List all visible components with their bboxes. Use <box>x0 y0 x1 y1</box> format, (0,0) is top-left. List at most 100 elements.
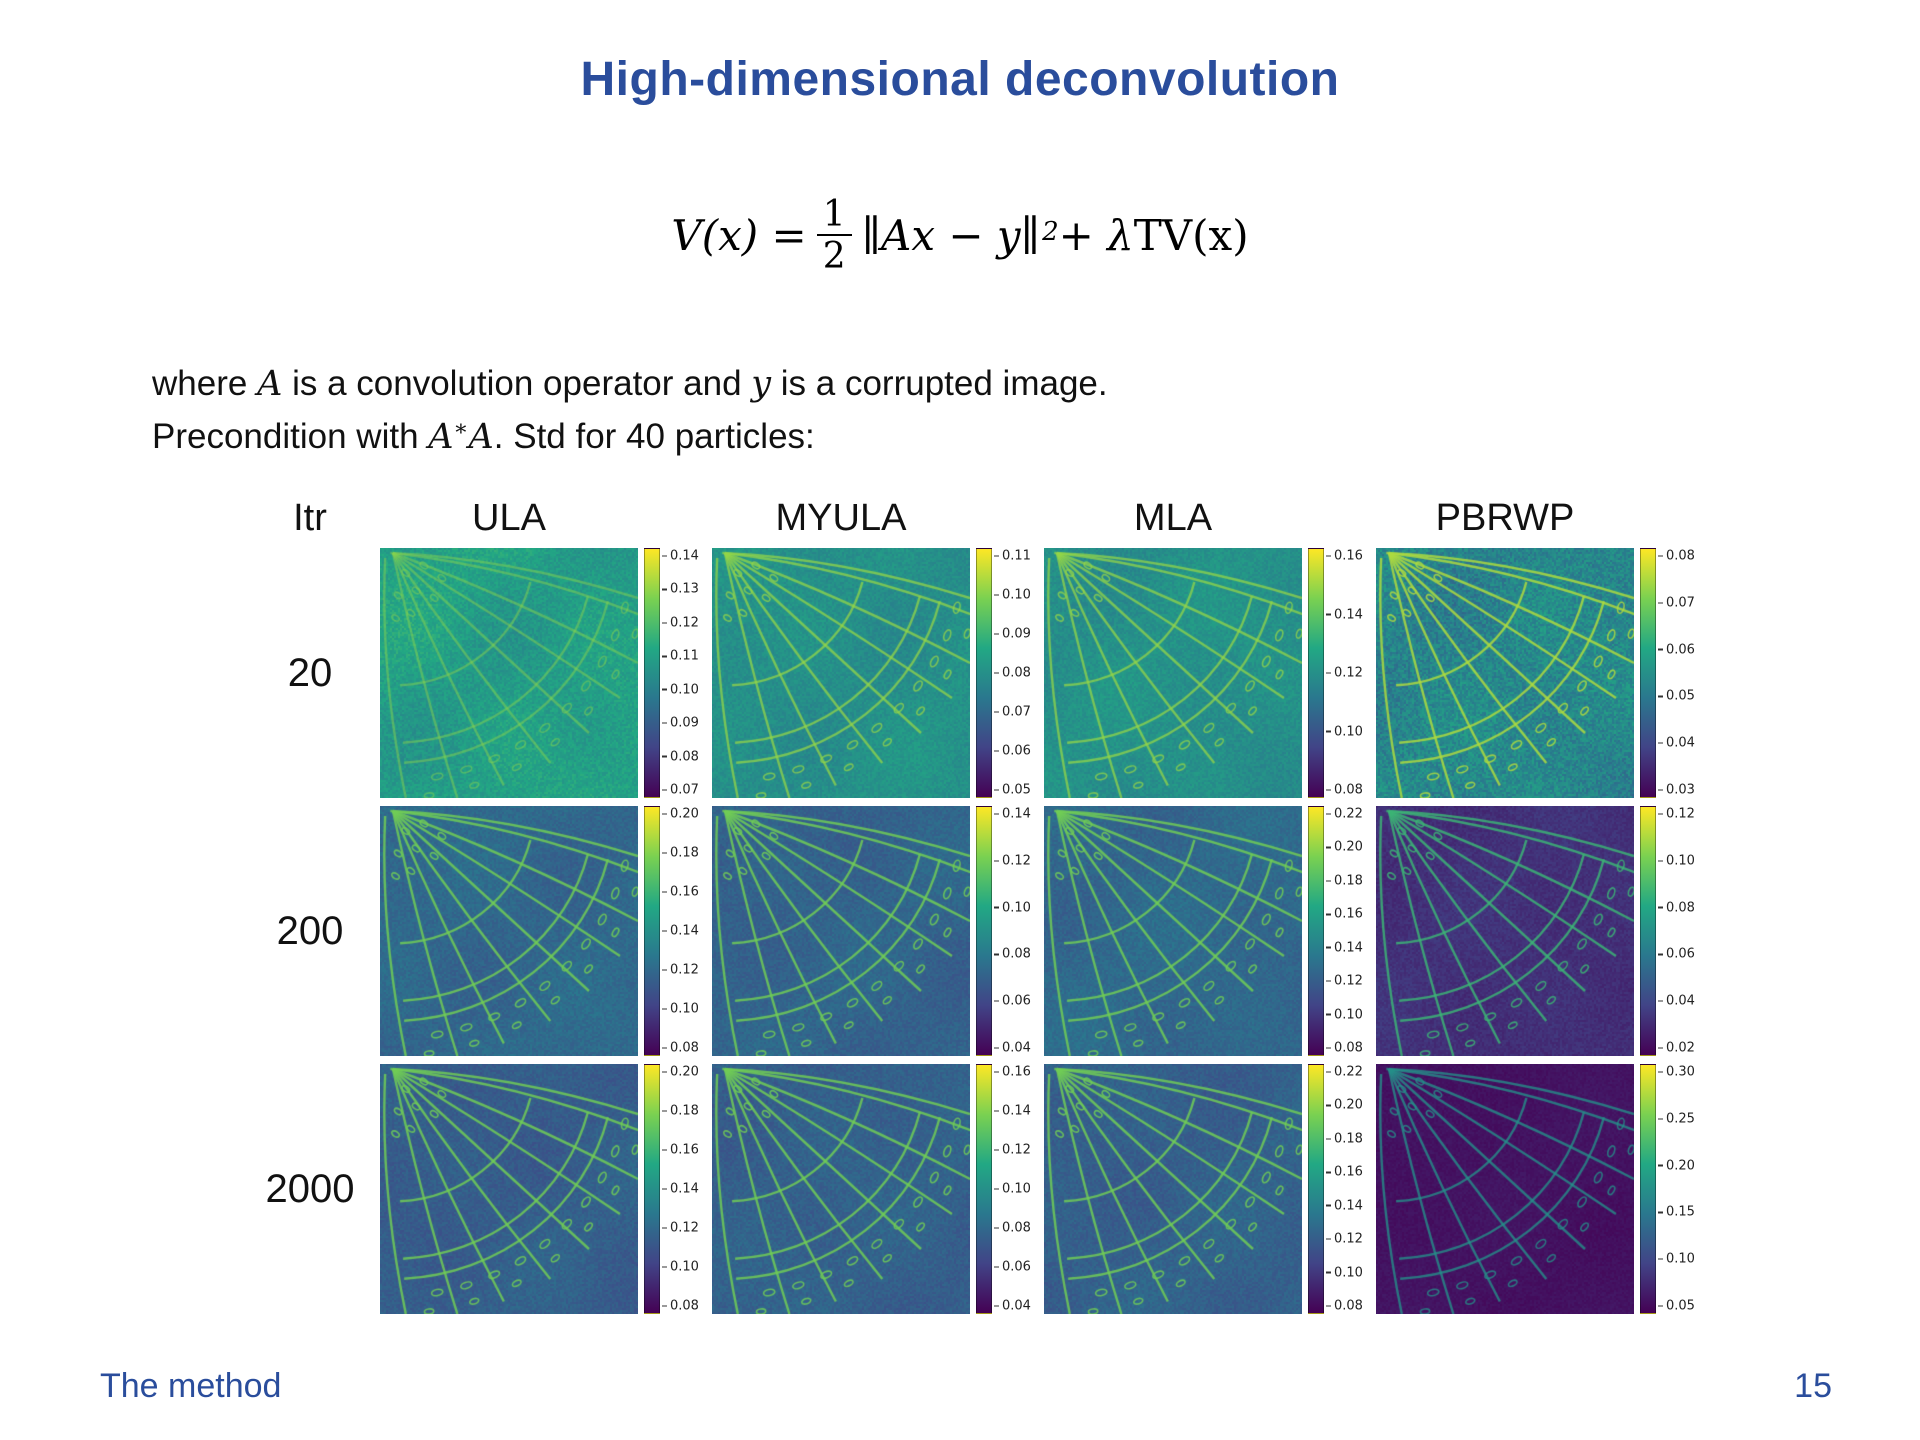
body-var-y: y <box>751 364 771 404</box>
colorbar-ticks-mla-itr200: 0.22 0.20 0.18 0.16 0.14 0.12 0.10 0.08 <box>1324 806 1376 1056</box>
colorbar-tick-label: 0.14 <box>1326 607 1363 622</box>
std-image-ula-itr20 <box>380 548 638 798</box>
colorbar-ticks-pbrwp-itr200: 0.12 0.10 0.08 0.06 0.04 0.02 <box>1656 806 1708 1056</box>
colorbar-tick-label: 0.10 <box>1326 1265 1363 1280</box>
colorbar-tick-label: 0.20 <box>1658 1158 1695 1173</box>
std-image-myula-itr2000 <box>712 1064 970 1314</box>
colorbar-tick-label: 0.10 <box>994 588 1031 603</box>
colorbar-ticks-myula-itr20: 0.11 0.10 0.09 0.08 0.07 0.06 0.05 <box>992 548 1044 798</box>
colorbar-tick-label: 0.08 <box>662 749 699 764</box>
colorbar-tick-label: 0.20 <box>662 807 699 822</box>
colorbar-tick-label: 0.07 <box>662 783 699 798</box>
formula-exponent: 2 <box>1042 217 1059 247</box>
body-var-star: ∗ <box>454 416 469 441</box>
colorbar-pbrwp-itr2000 <box>1640 1064 1656 1314</box>
colorbar-tick-label: 0.16 <box>1326 907 1363 922</box>
row-label-200: 200 <box>240 806 380 1056</box>
column-header-ula: ULA <box>380 497 712 540</box>
grid-row-itr-2000: 2000 0.20 0.18 0.16 0.14 0.12 0.10 0.08 0.16 0.14… <box>240 1064 1708 1314</box>
colorbar-tick-label: 0.08 <box>1326 1041 1363 1056</box>
colorbar-tick-label: 0.08 <box>1326 1299 1363 1314</box>
column-header-label: PBRWP <box>1376 497 1634 540</box>
row-label-20: 20 <box>240 548 380 798</box>
colorbar-tick-label: 0.07 <box>1658 595 1695 610</box>
colorbar-tick-label: 0.05 <box>1658 689 1695 704</box>
colorbar-tick-label: 0.06 <box>994 744 1031 759</box>
colorbar-ula-itr200 <box>644 806 660 1056</box>
fraction-denominator: 2 <box>817 234 852 276</box>
colorbar-tick-label: 0.16 <box>662 1143 699 1158</box>
body-text: where A is a convolution operator and y … <box>152 358 1108 463</box>
colorbar-mla-itr2000 <box>1308 1064 1324 1314</box>
colorbar-tick-label: 0.14 <box>1326 940 1363 955</box>
colorbar-tick-label: 0.05 <box>994 783 1031 798</box>
colorbar-tick-label: 0.10 <box>662 1002 699 1017</box>
colorbar-tick-label: 0.08 <box>662 1299 699 1314</box>
colorbar-tick-label: 0.12 <box>994 853 1031 868</box>
colorbar-tick-label: 0.04 <box>994 1041 1031 1056</box>
colorbar-tick-label: 0.12 <box>1658 807 1695 822</box>
colorbar-ula-itr20 <box>644 548 660 798</box>
column-header-mla: MLA <box>1044 497 1376 540</box>
colorbar-tick-label: 0.15 <box>1658 1205 1695 1220</box>
body-line2-text: Precondition with <box>152 417 428 456</box>
body-var-A3: A <box>469 417 494 457</box>
colorbar-tick-label: 0.25 <box>1658 1111 1695 1126</box>
grid-header-row: Itr ULA MYULA MLA PBRWP <box>240 492 1708 544</box>
std-panel-pbrwp-itr20: 0.08 0.07 0.06 0.05 0.04 0.03 <box>1376 548 1708 798</box>
colorbar-tick-label: 0.18 <box>1326 873 1363 888</box>
std-image-mla-itr2000 <box>1044 1064 1302 1314</box>
colorbar-tick-label: 0.03 <box>1658 783 1695 798</box>
formula-norm: ∥Ax − y∥ <box>862 211 1040 260</box>
colorbar-tick-label: 0.14 <box>1326 1198 1363 1213</box>
colorbar-tick-label: 0.10 <box>1658 1252 1695 1267</box>
std-panel-myula-itr2000: 0.16 0.14 0.12 0.10 0.08 0.06 0.04 <box>712 1064 1044 1314</box>
body-line1-text: where <box>152 364 257 403</box>
std-image-mla-itr200 <box>1044 806 1302 1056</box>
colorbar-tick-label: 0.08 <box>1658 549 1695 564</box>
footer-section-label: The method <box>100 1367 281 1406</box>
colorbar-tick-label: 0.22 <box>1326 807 1363 822</box>
colorbar-pbrwp-itr20 <box>1640 548 1656 798</box>
colorbar-tick-label: 0.12 <box>1326 974 1363 989</box>
colorbar-tick-label: 0.08 <box>1658 900 1695 915</box>
std-panel-myula-itr20: 0.11 0.10 0.09 0.08 0.07 0.06 0.05 <box>712 548 1044 798</box>
colorbar-tick-label: 0.20 <box>662 1065 699 1080</box>
colorbar-tick-label: 0.30 <box>1658 1065 1695 1080</box>
page-number: 15 <box>1794 1367 1832 1406</box>
colorbar-tick-label: 0.14 <box>662 549 699 564</box>
colorbar-tick-label: 0.10 <box>662 682 699 697</box>
colorbar-tick-label: 0.12 <box>1326 666 1363 681</box>
colorbar-tick-label: 0.14 <box>662 924 699 939</box>
formula: V(x) = 1 2 ∥Ax − y∥ 2 + λ TV(x) <box>0 196 1920 276</box>
colorbar-myula-itr2000 <box>976 1064 992 1314</box>
body-var-A2: A <box>428 417 453 457</box>
colorbar-ticks-pbrwp-itr20: 0.08 0.07 0.06 0.05 0.04 0.03 <box>1656 548 1708 798</box>
colorbar-tick-label: 0.14 <box>662 1182 699 1197</box>
colorbar-tick-label: 0.07 <box>994 705 1031 720</box>
std-image-myula-itr200 <box>712 806 970 1056</box>
colorbar-tick-label: 0.20 <box>1326 1098 1363 1113</box>
colorbar-tick-label: 0.12 <box>1326 1232 1363 1247</box>
colorbar-tick-label: 0.12 <box>662 1221 699 1236</box>
colorbar-tick-label: 0.02 <box>1658 1041 1695 1056</box>
colorbar-mla-itr200 <box>1308 806 1324 1056</box>
column-header-label: MLA <box>1044 497 1302 540</box>
colorbar-tick-label: 0.06 <box>1658 947 1695 962</box>
results-grid: Itr ULA MYULA MLA PBRWP 20 0.14 0.13 0.12 0.11 0.1… <box>240 492 1708 1322</box>
row-label-2000: 2000 <box>240 1064 380 1314</box>
colorbar-tick-label: 0.04 <box>1658 736 1695 751</box>
colorbar-tick-label: 0.04 <box>994 1299 1031 1314</box>
colorbar-tick-label: 0.10 <box>1326 724 1363 739</box>
colorbar-tick-label: 0.06 <box>994 994 1031 1009</box>
body-line1-text2: is a convolution operator and <box>282 364 751 403</box>
colorbar-tick-label: 0.08 <box>994 947 1031 962</box>
colorbar-tick-label: 0.18 <box>662 846 699 861</box>
colorbar-tick-label: 0.11 <box>662 649 699 664</box>
colorbar-tick-label: 0.10 <box>994 1182 1031 1197</box>
std-image-pbrwp-itr20 <box>1376 548 1634 798</box>
fraction-numerator: 1 <box>817 196 852 234</box>
colorbar-tick-label: 0.04 <box>1658 994 1695 1009</box>
colorbar-tick-label: 0.11 <box>994 549 1031 564</box>
colorbar-tick-label: 0.08 <box>662 1041 699 1056</box>
